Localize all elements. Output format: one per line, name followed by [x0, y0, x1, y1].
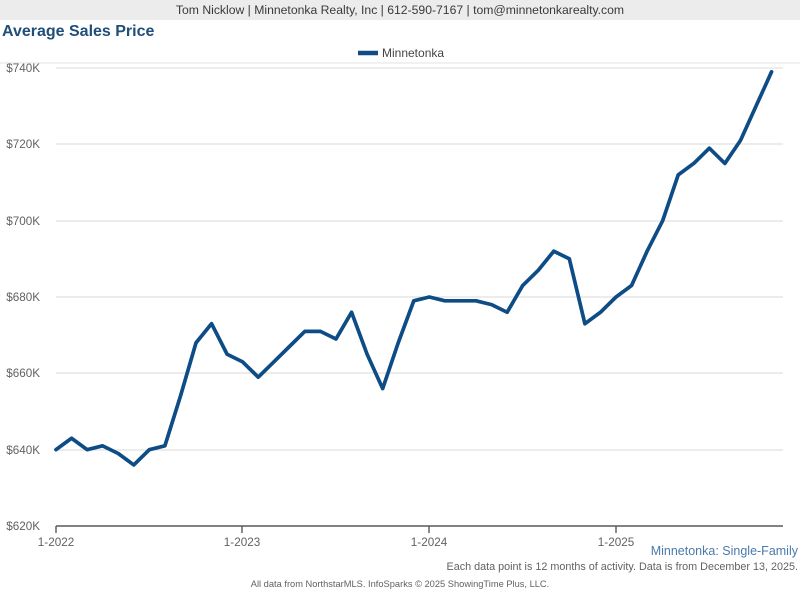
svg-text:1-2023: 1-2023: [224, 536, 260, 549]
svg-text:1-2022: 1-2022: [38, 536, 74, 549]
svg-text:Minnetonka: Minnetonka: [382, 46, 444, 60]
svg-text:1-2025: 1-2025: [598, 536, 635, 549]
svg-text:1-2024: 1-2024: [411, 536, 448, 549]
svg-text:$720K: $720K: [6, 138, 40, 151]
svg-text:$660K: $660K: [6, 367, 40, 380]
svg-text:$640K: $640K: [6, 444, 40, 457]
svg-text:$740K: $740K: [6, 62, 40, 75]
svg-text:$680K: $680K: [6, 291, 40, 304]
svg-text:Minnetonka: Single-Family: Minnetonka: Single-Family: [651, 544, 799, 558]
svg-text:$620K: $620K: [6, 520, 40, 533]
svg-text:All data from NorthstarMLS. In: All data from NorthstarMLS. InfoSparks ©…: [251, 579, 549, 589]
svg-text:$700K: $700K: [6, 215, 40, 228]
svg-text:Each data point is 12 months o: Each data point is 12 months of activity…: [447, 561, 798, 573]
